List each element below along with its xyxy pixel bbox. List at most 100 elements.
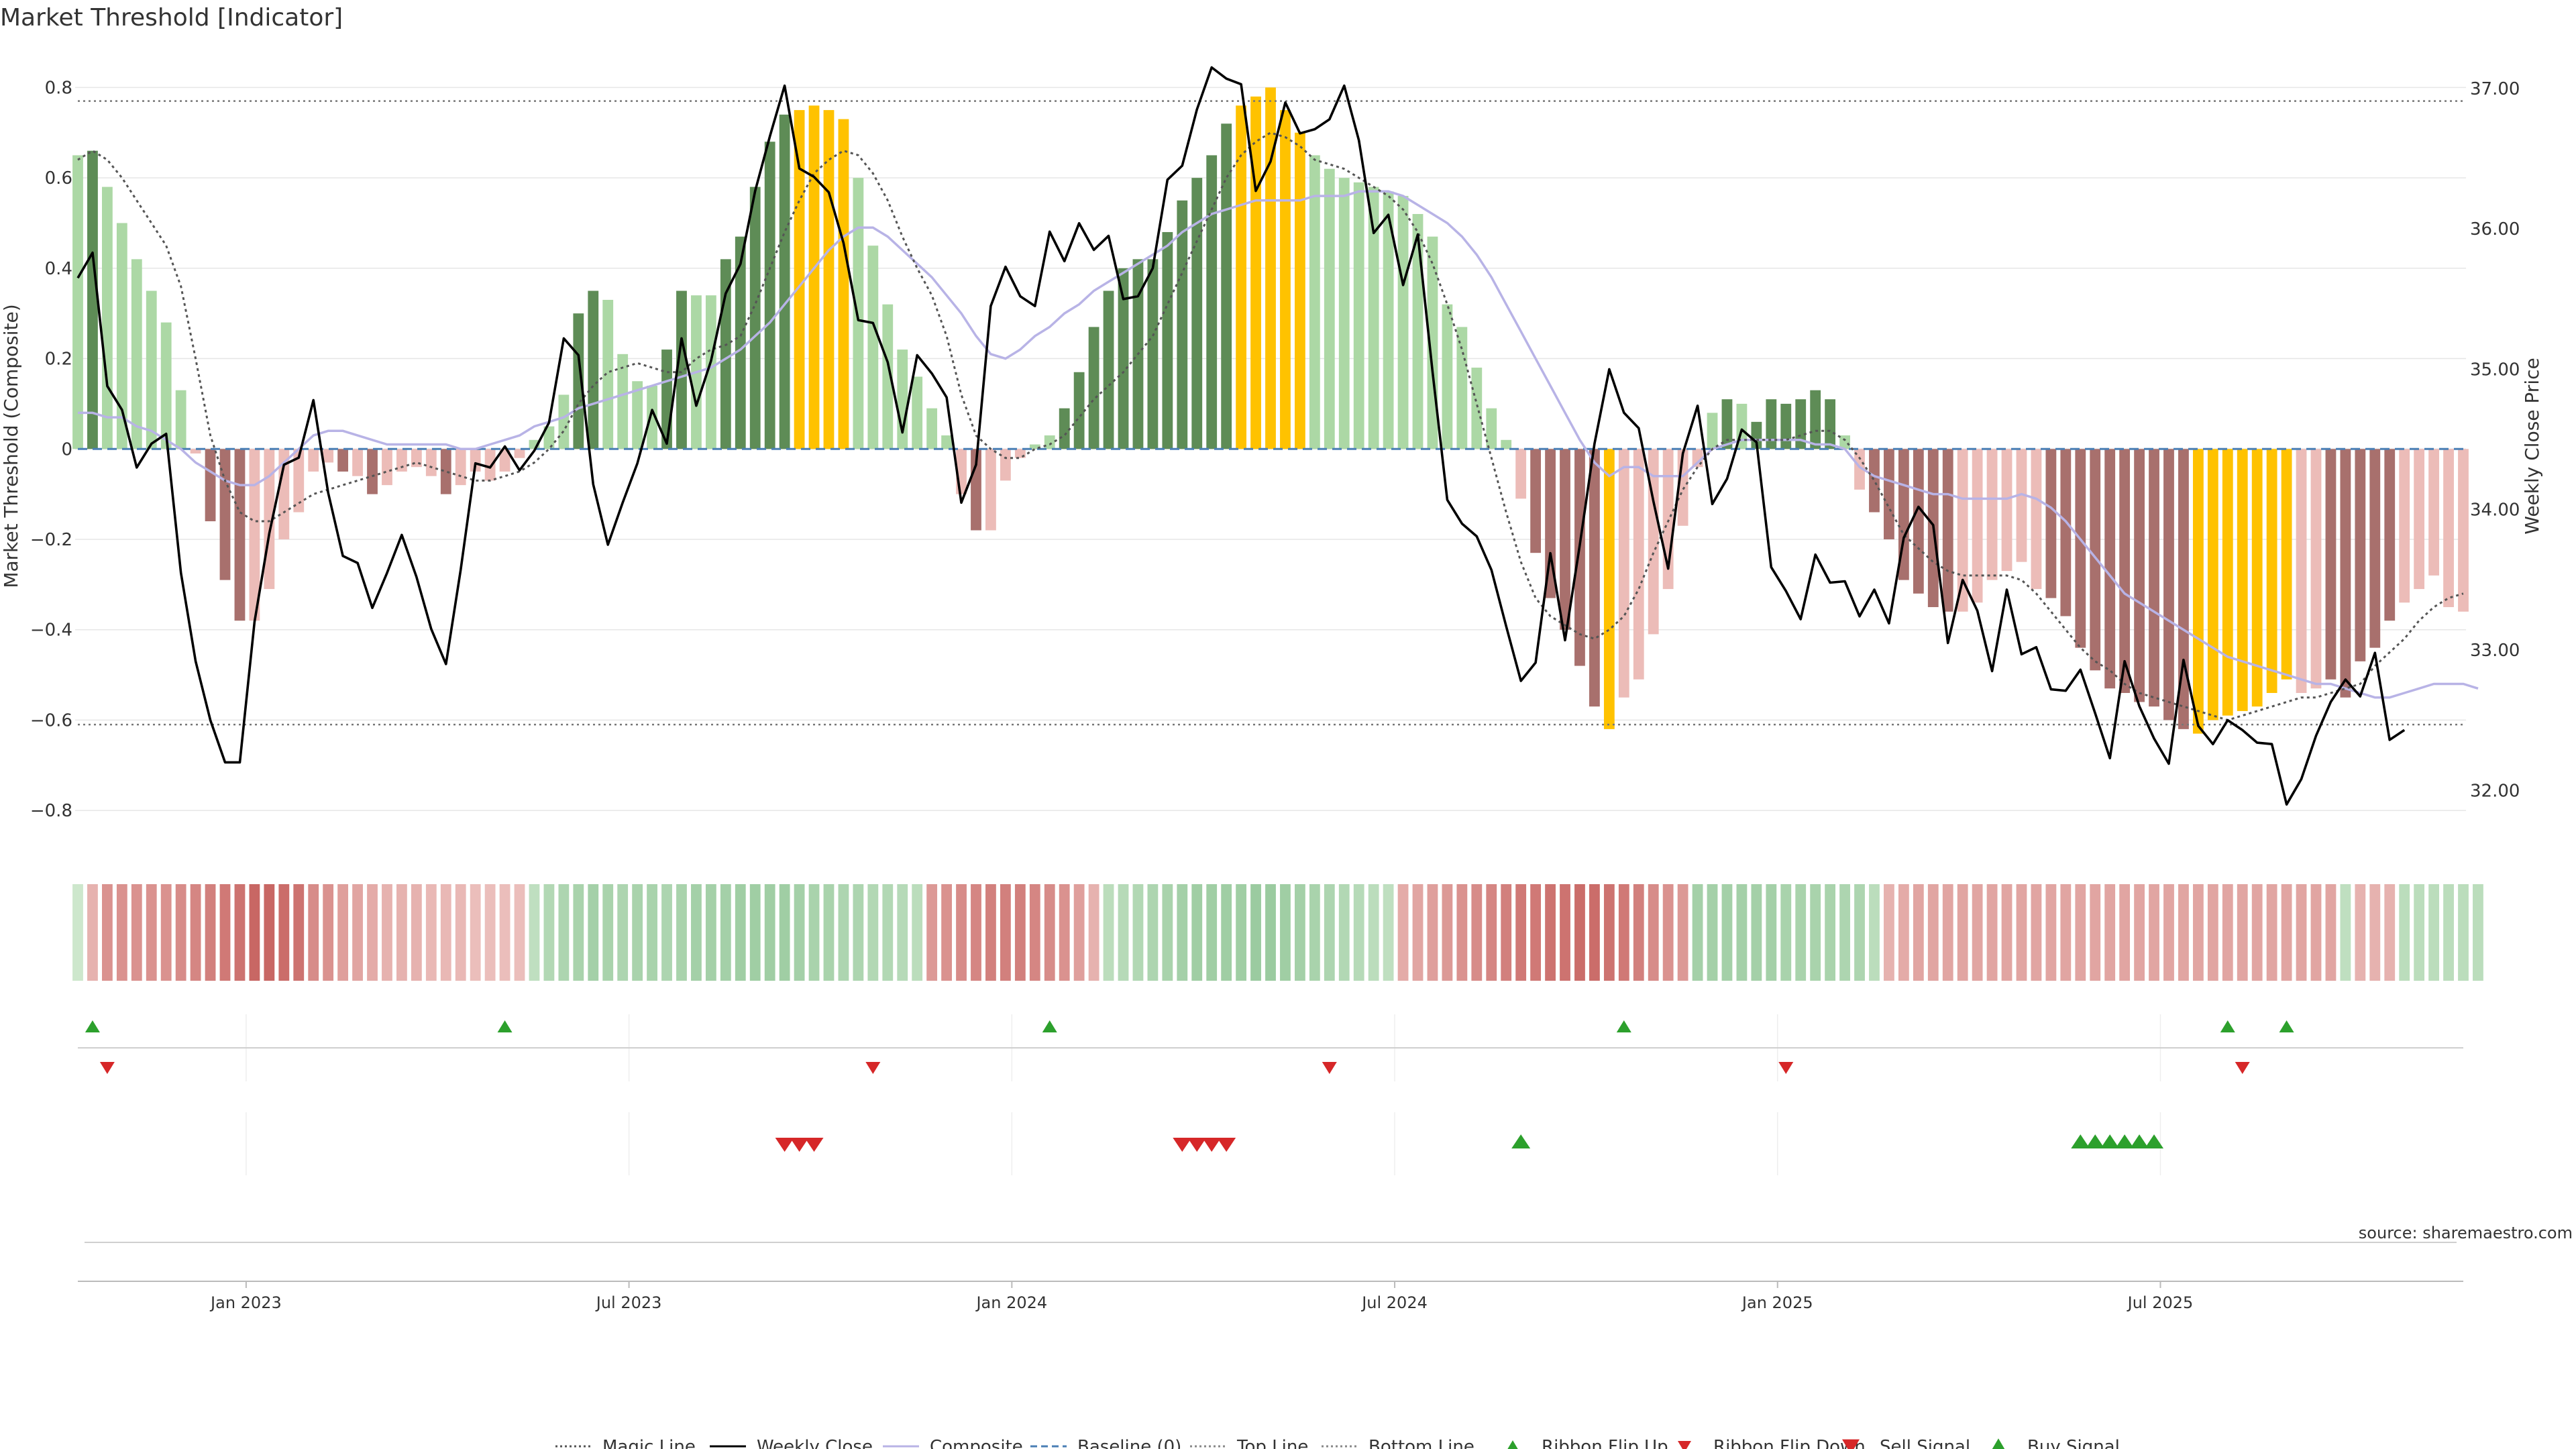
composite-bar bbox=[2428, 449, 2440, 576]
ribbon-cell bbox=[1603, 884, 1615, 981]
composite-bar bbox=[455, 449, 466, 486]
y-tick-label: 0.4 bbox=[45, 259, 72, 279]
composite-bar bbox=[647, 385, 657, 449]
ribbon-cell bbox=[2016, 884, 2027, 981]
ribbon-cell bbox=[1014, 884, 1026, 981]
composite-bar bbox=[425, 449, 437, 476]
ribbon-cell bbox=[1780, 884, 1792, 981]
composite-bar bbox=[1530, 449, 1542, 553]
y-tick-label: 0.6 bbox=[45, 168, 72, 189]
composite-bar bbox=[735, 236, 746, 449]
composite-bar bbox=[2134, 449, 2145, 702]
composite-bar bbox=[1442, 304, 1453, 449]
ribbon-cell bbox=[573, 884, 584, 981]
ribbon-cell bbox=[617, 884, 629, 981]
legend-marker bbox=[1842, 1439, 1860, 1449]
legend-item: Sell Signal bbox=[1842, 1437, 1970, 1449]
composite-bar bbox=[1589, 449, 1600, 707]
ribbon-cell bbox=[2473, 884, 2483, 981]
composite-bar bbox=[2060, 449, 2072, 616]
y-axis-right-label: Weekly Close Price bbox=[2521, 358, 2543, 534]
ribbon-cell bbox=[2296, 884, 2307, 981]
ribbon-cell bbox=[1338, 884, 1350, 981]
ribbon-cell bbox=[1073, 884, 1085, 981]
ribbon-cell bbox=[2443, 884, 2454, 981]
ribbon-cell bbox=[1869, 884, 1880, 981]
ribbon-cell bbox=[1692, 884, 1703, 981]
composite-bar bbox=[1633, 449, 1644, 680]
legend-label: Baseline (0) bbox=[1077, 1437, 1181, 1449]
ribbon-cell bbox=[941, 884, 952, 981]
ribbon-cell bbox=[234, 884, 246, 981]
ribbon-flip-up-marker bbox=[1042, 1020, 1057, 1032]
composite-bar bbox=[1545, 449, 1556, 598]
ribbon-flip-down-marker bbox=[1322, 1062, 1337, 1074]
buy-signal-marker bbox=[2145, 1134, 2164, 1148]
composite-bar bbox=[1869, 449, 1880, 513]
composite-bar bbox=[573, 313, 584, 449]
composite-bar bbox=[87, 150, 98, 449]
ribbon-cell bbox=[101, 884, 113, 981]
ribbon-cell bbox=[823, 884, 835, 981]
ribbon-cell bbox=[219, 884, 231, 981]
composite-bar bbox=[131, 259, 142, 449]
ribbon-cell bbox=[72, 884, 83, 981]
ribbon-cell bbox=[484, 884, 496, 981]
composite-bar bbox=[1029, 444, 1040, 449]
x-tick-label: Jan 2025 bbox=[1741, 1293, 1813, 1312]
ribbon-cell bbox=[2119, 884, 2131, 981]
composite-bar bbox=[1250, 96, 1261, 449]
composite-bar bbox=[1986, 449, 1998, 580]
ribbon-cell bbox=[558, 884, 570, 981]
y-tick-label: 0.2 bbox=[45, 350, 72, 370]
composite-line bbox=[78, 190, 2479, 699]
legend-item: Buy Signal bbox=[1992, 1437, 2120, 1449]
ribbon-cell bbox=[1147, 884, 1159, 981]
x-tick-label: Jan 2023 bbox=[209, 1293, 282, 1312]
y-tick-label: 0 bbox=[61, 439, 72, 460]
legend-label: Ribbon Flip Up bbox=[1542, 1437, 1668, 1449]
ribbon-cell bbox=[2325, 884, 2337, 981]
ribbon-cell bbox=[1515, 884, 1527, 981]
sell-signal-marker bbox=[1202, 1138, 1222, 1152]
composite-bar bbox=[1177, 200, 1188, 449]
legend-marker bbox=[1507, 1440, 1518, 1449]
ribbon-cell bbox=[1986, 884, 1998, 981]
ribbon-cell bbox=[293, 884, 305, 981]
ribbon-cell bbox=[2031, 884, 2042, 981]
ribbon-cell bbox=[1029, 884, 1040, 981]
composite-bar bbox=[1206, 155, 1218, 449]
ribbon-cell bbox=[1751, 884, 1762, 981]
x-tick-label: Jul 2025 bbox=[2127, 1293, 2194, 1312]
composite-bar bbox=[1324, 168, 1335, 449]
composite-bar bbox=[897, 350, 908, 449]
composite-bar bbox=[941, 435, 952, 449]
composite-bar bbox=[926, 408, 938, 449]
composite-bar bbox=[676, 290, 687, 449]
composite-bar bbox=[2178, 449, 2189, 729]
ribbon-cell bbox=[425, 884, 437, 981]
legend-item: Weekly Close bbox=[710, 1437, 873, 1449]
composite-bar bbox=[1618, 449, 1629, 698]
composite-bar bbox=[543, 426, 555, 449]
x-tick-label: Jul 2023 bbox=[595, 1293, 662, 1312]
ribbon-cell bbox=[794, 884, 805, 981]
composite-bar bbox=[352, 449, 363, 476]
ribbon-cell bbox=[175, 884, 186, 981]
buy-signal-marker bbox=[2100, 1134, 2120, 1148]
ribbon-cell bbox=[838, 884, 849, 981]
ribbon-cell bbox=[2310, 884, 2322, 981]
ribbon-cell bbox=[1397, 884, 1409, 981]
buy-signal-marker bbox=[2071, 1134, 2090, 1148]
composite-bar bbox=[2296, 449, 2307, 693]
ribbon-cell bbox=[2192, 884, 2204, 981]
ribbon-cell bbox=[1000, 884, 1011, 981]
composite-bar bbox=[2001, 449, 2012, 572]
ribbon-cell bbox=[2207, 884, 2218, 981]
ribbon-cell bbox=[647, 884, 657, 981]
ribbon-cell bbox=[749, 884, 761, 981]
composite-bar bbox=[1515, 449, 1527, 499]
ribbon-cell bbox=[1648, 884, 1659, 981]
ribbon-cell bbox=[764, 884, 775, 981]
composite-bar bbox=[2281, 449, 2292, 680]
